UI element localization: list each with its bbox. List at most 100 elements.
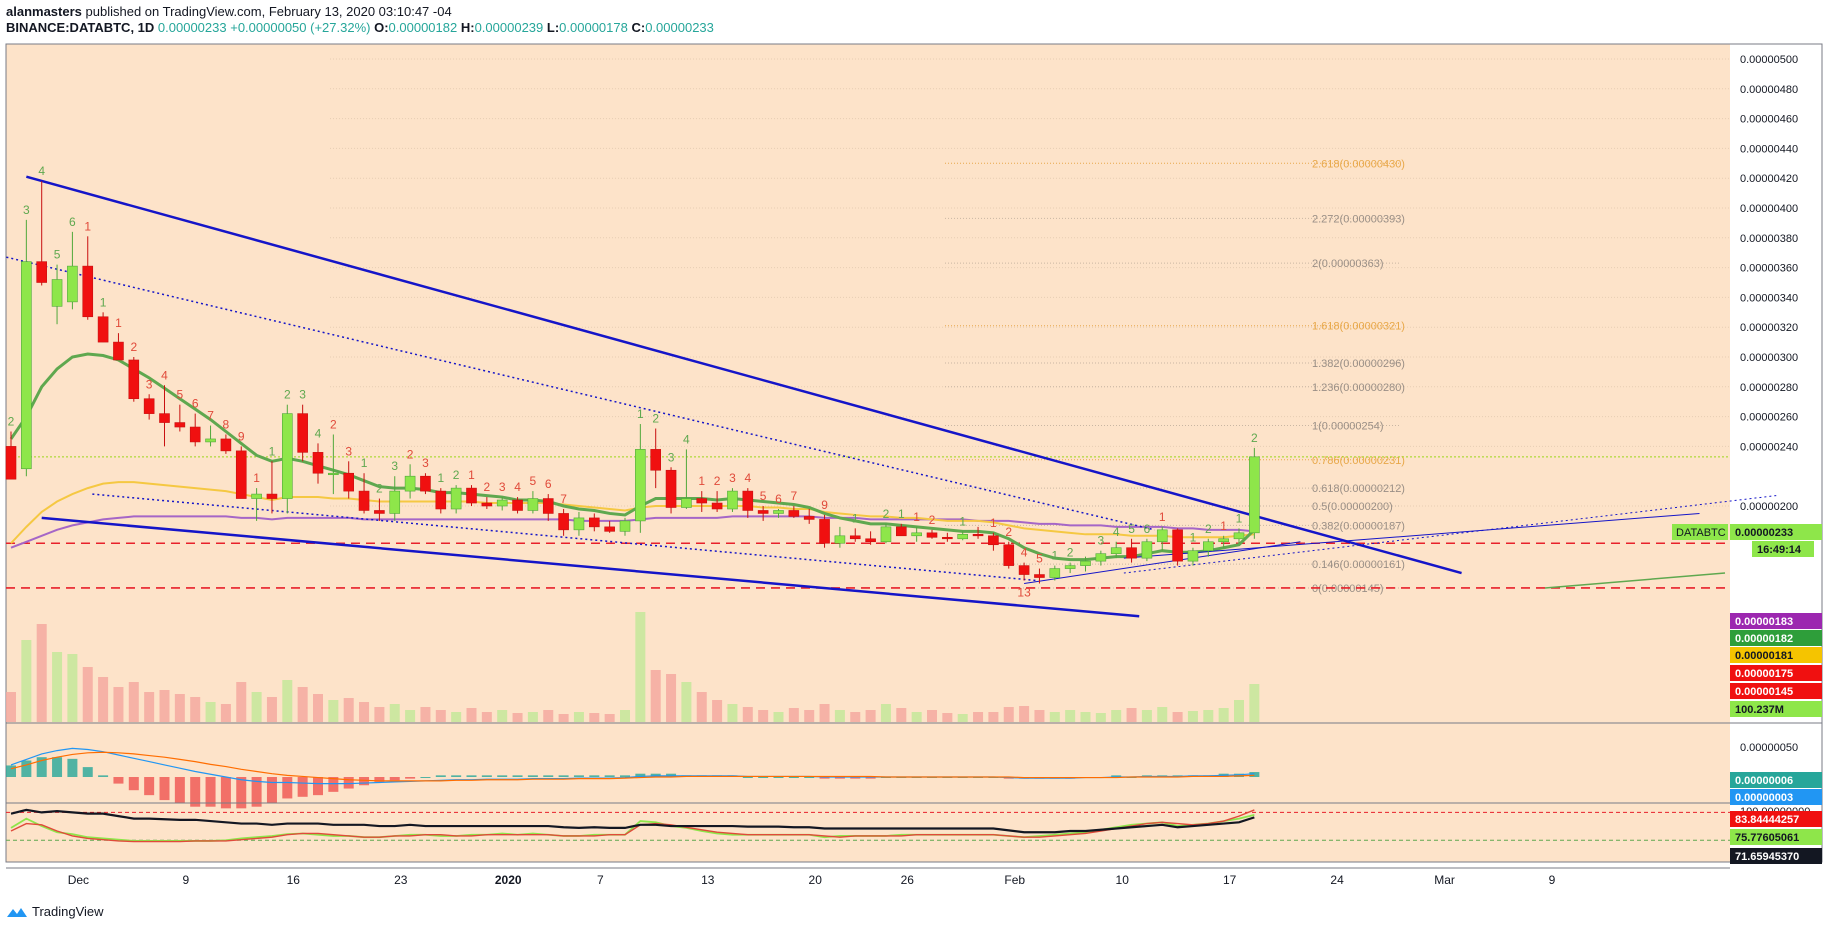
candle-body (1203, 541, 1214, 552)
volume-bar (451, 712, 462, 722)
td-count-label: 1 (637, 407, 644, 421)
publisher-name[interactable]: alanmasters (6, 4, 82, 19)
date-tick-label: 24 (1330, 873, 1344, 887)
price-badge-text: 0.00000145 (1735, 686, 1793, 698)
date-tick-label: 26 (901, 873, 915, 887)
macd-histogram-bar (282, 777, 293, 799)
price-badge (1730, 848, 1822, 864)
candle-body (1249, 456, 1260, 534)
candle-body (389, 490, 401, 514)
macd-histogram-bar (190, 777, 201, 807)
candle-body (558, 513, 569, 531)
td-count-label: 3 (729, 471, 736, 485)
td-count-label: 2 (376, 482, 383, 496)
volume-bar (67, 654, 78, 722)
td-count-label: 1 (1236, 511, 1243, 525)
price-tick-label: 0.00000400 (1740, 203, 1798, 215)
price-axis-background[interactable] (1730, 44, 1822, 862)
macd-histogram-bar (359, 777, 370, 786)
candle-body (67, 265, 78, 303)
candle-body (604, 526, 615, 532)
footer-brand[interactable]: TradingView (6, 904, 104, 919)
volume-bar (543, 710, 554, 722)
symbol-badge-text: DATABTC (1676, 527, 1726, 539)
volume-bar (405, 710, 416, 722)
publish-info: alanmasters published on TradingView.com… (6, 4, 452, 19)
macd-histogram-bar (758, 777, 769, 778)
td-count-label: 1 (437, 471, 444, 485)
volume-bar (834, 710, 845, 722)
candle-body (266, 493, 278, 499)
descending-resistance-line (26, 175, 1462, 575)
volume-bar (1080, 712, 1091, 722)
volume-bar (205, 702, 216, 722)
macd-histogram-bar (128, 777, 139, 791)
macd-histogram-bar (374, 777, 385, 782)
volume-bar (144, 692, 155, 722)
price-tick-label: 0.00000320 (1740, 322, 1798, 334)
candle-body (21, 261, 32, 470)
candle-body (665, 469, 677, 508)
td-count-label: 5 (760, 489, 767, 503)
volume-bar (758, 710, 769, 722)
price-badge-text: 0.00000233 (1735, 527, 1793, 539)
volume-bar (681, 682, 692, 722)
macd-histogram-bar (297, 777, 308, 797)
volume-bar (1172, 712, 1183, 722)
fib-level-label: 0.146(0.00000161) (1312, 559, 1405, 571)
macd-histogram-bar (174, 777, 185, 804)
price-badge-text: 0.00000006 (1735, 775, 1793, 787)
candle-body (727, 490, 738, 510)
axes: 0.00000500 0.00000480 0.00000460 0.00000440… (6, 54, 1810, 887)
price-badge (1730, 630, 1822, 646)
macd-histogram-bar (220, 777, 231, 809)
macd-histogram-bar (451, 775, 462, 777)
volume-bar (804, 710, 815, 722)
candle-body (328, 472, 339, 476)
ema-fast-line (9, 352, 1256, 562)
horizontal-levels[interactable] (6, 456, 1730, 589)
fib-level-label: 0.786(0.00000231) (1312, 455, 1405, 467)
td-count-label: 3 (146, 377, 153, 391)
td-count-label: 4 (1113, 525, 1120, 539)
price-badge-text: 0.00000181 (1735, 650, 1793, 662)
price-badge (1730, 613, 1822, 629)
td-count-label: 1 (84, 219, 91, 233)
volume-bar (282, 680, 293, 722)
volume-bar (880, 704, 891, 722)
td-count-label: 1 (1190, 531, 1197, 545)
macd-histogram-bar (834, 777, 845, 779)
candle-body (420, 475, 431, 492)
descending-support-line (41, 516, 1140, 618)
rsi-pane (6, 802, 1822, 843)
price-tick-label: 0.00000380 (1740, 233, 1798, 245)
volume-bar (911, 712, 922, 722)
trendlines[interactable] (6, 175, 1777, 618)
td-count-label: 1 (1159, 510, 1166, 524)
candle-body (404, 475, 416, 492)
price-badge-text: 0.00000182 (1735, 633, 1793, 645)
td-count-label: 3 (1098, 534, 1105, 548)
candle-body (742, 490, 754, 511)
price-badge (1752, 541, 1814, 557)
volume-bar (98, 677, 109, 722)
volume-bar (82, 667, 93, 722)
volume-bar (573, 712, 584, 722)
date-tick-label: 7 (597, 873, 604, 887)
price-badge-text: 100.237M (1735, 704, 1784, 716)
fib-level-label: 2(0.00000363) (1312, 258, 1384, 270)
candles[interactable] (5, 181, 1260, 584)
candle-body (619, 520, 631, 532)
price-tick-label: 0.00000360 (1740, 263, 1798, 275)
volume-bar (1203, 710, 1214, 722)
volume-bar (1157, 707, 1168, 722)
volume-bar (328, 700, 339, 722)
fib-extension-tool[interactable]: 2.618(0.00000430) 2.272(0.00000393) 2(0.00… (945, 158, 1405, 595)
candle-body (297, 413, 308, 453)
candle-body (466, 487, 477, 504)
fib-level-label: 1.382(0.00000296) (1312, 358, 1405, 370)
symbol-title[interactable]: BINANCE:DATABTC, 1D (6, 20, 155, 35)
td-count-label: 4 (38, 164, 45, 178)
td-count-label: 7 (791, 489, 798, 503)
